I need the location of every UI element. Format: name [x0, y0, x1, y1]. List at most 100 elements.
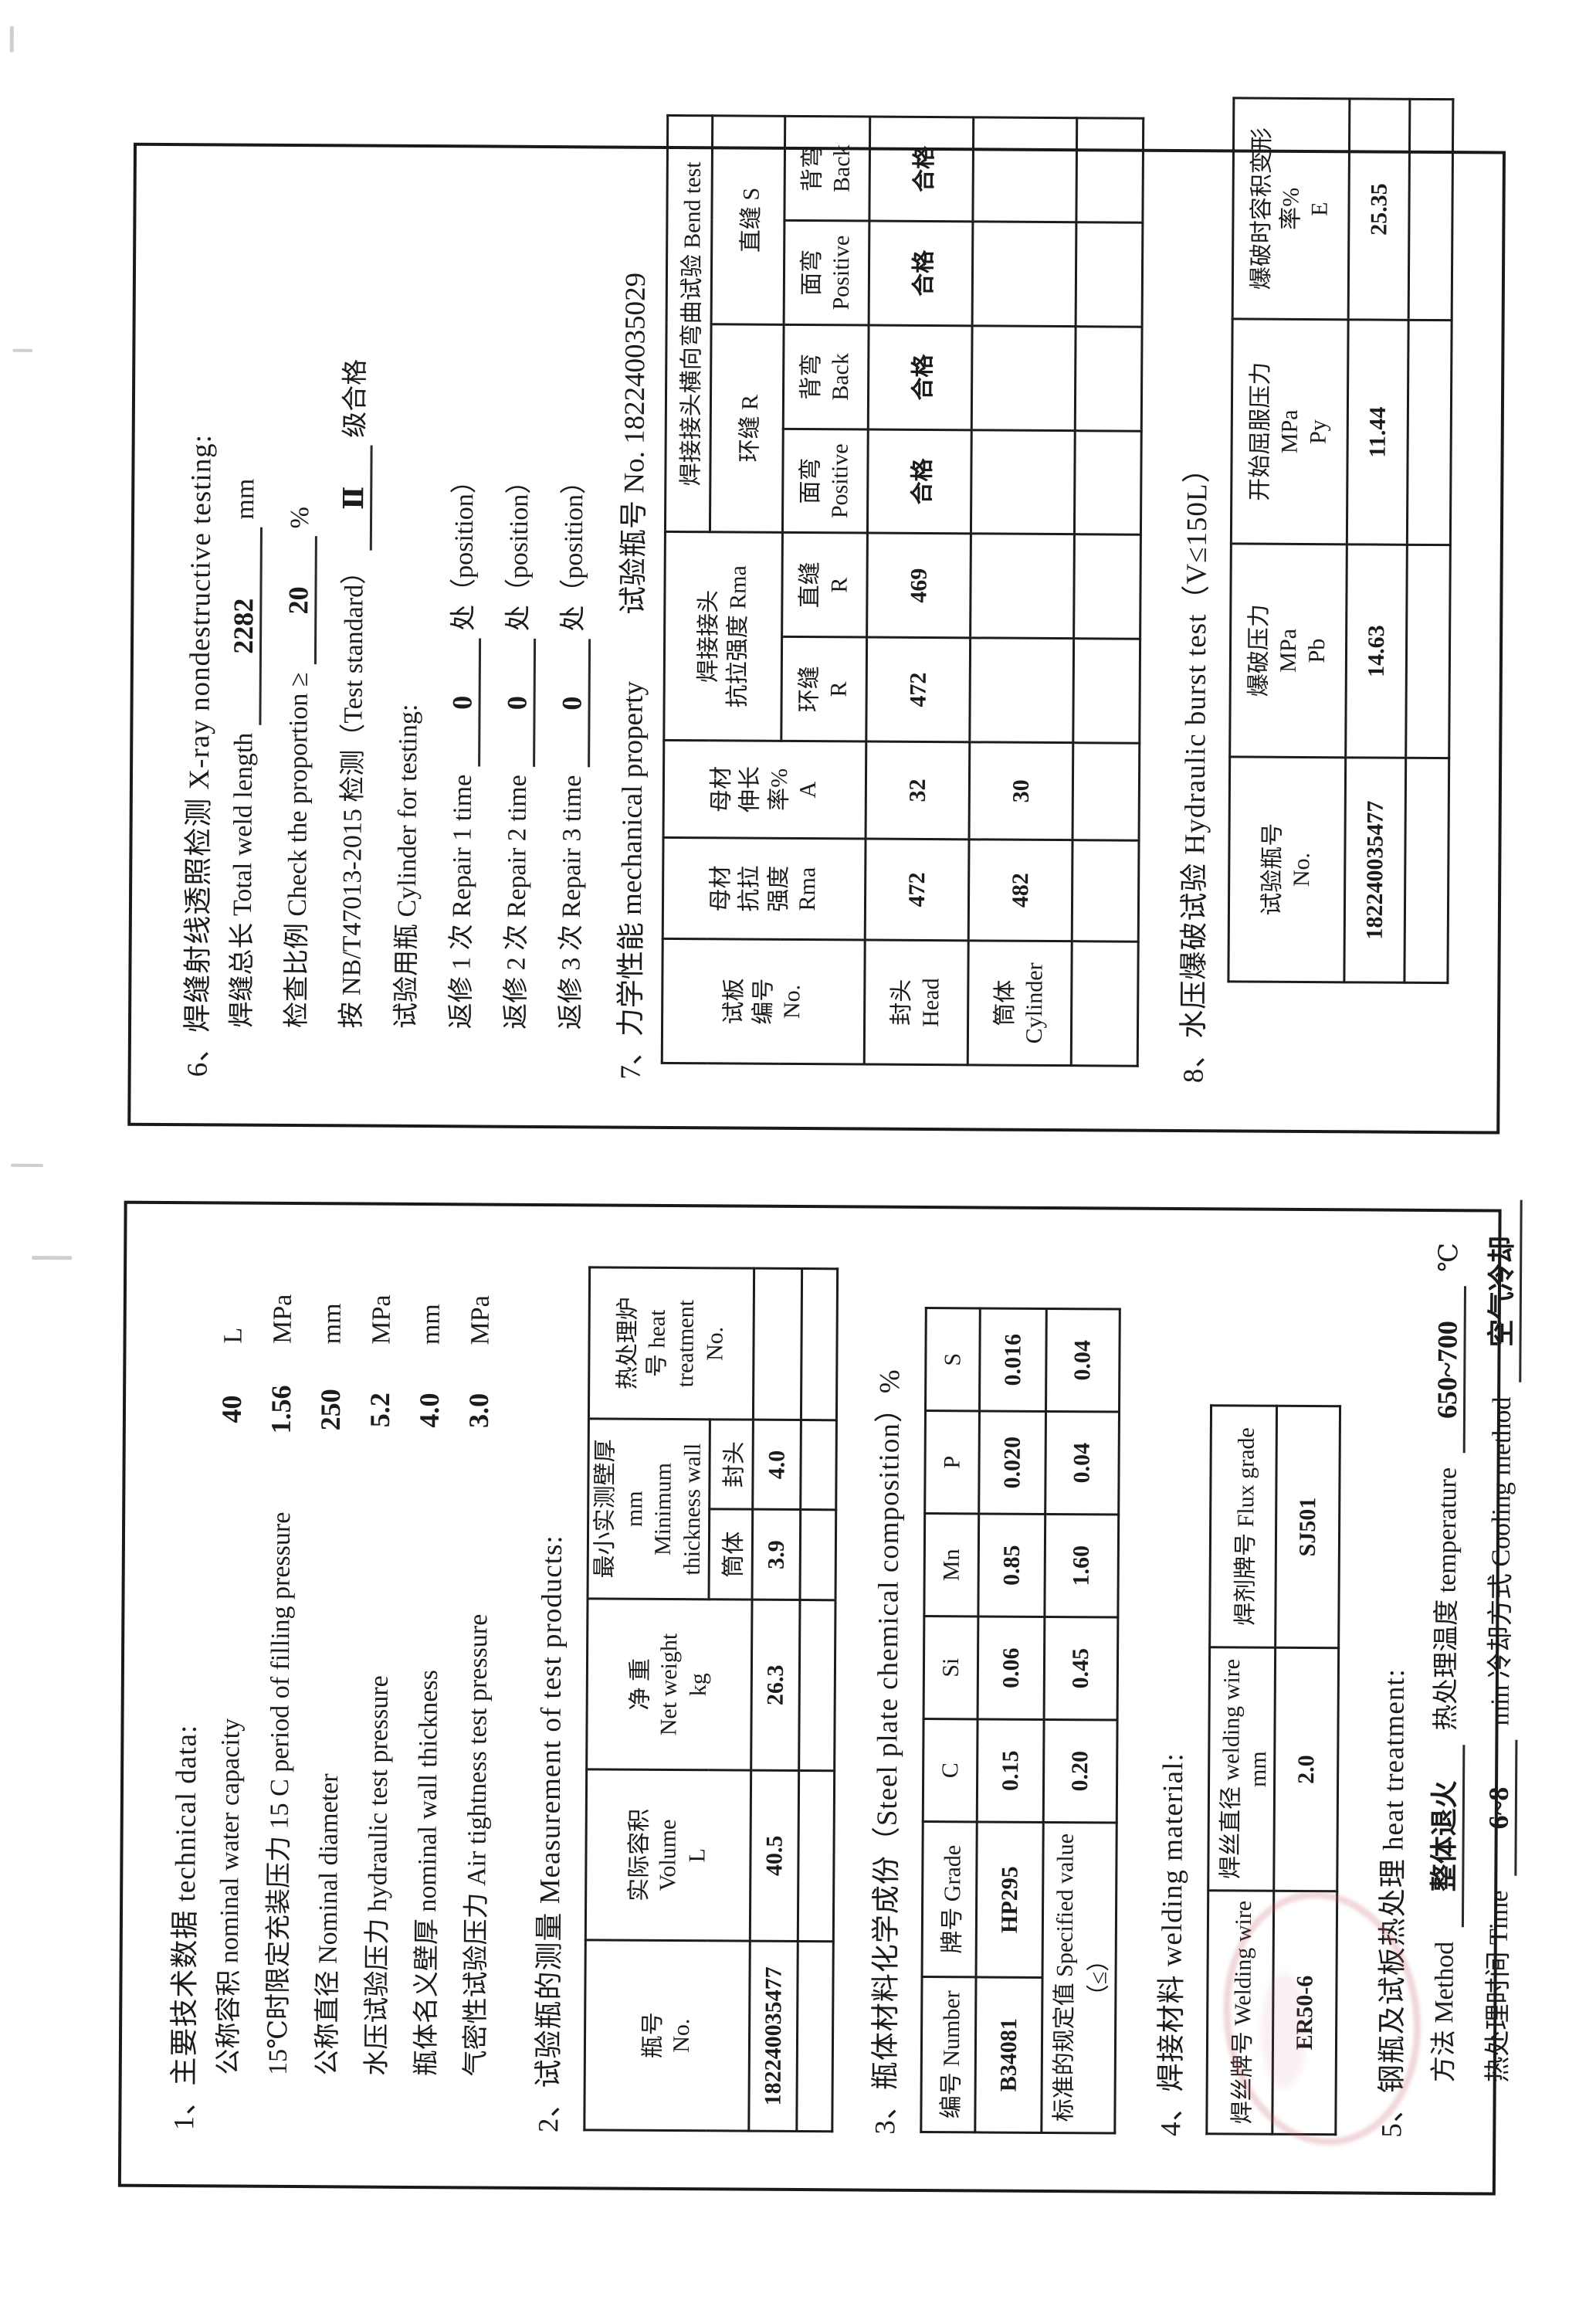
line-label: 公称直径 Nominal diameter: [313, 1773, 344, 2076]
report-box-sections-6-8: 6、焊缝射线透照检测 X-ray nondestructive testing:…: [127, 97, 1506, 1135]
line-unit: MPa: [268, 1294, 297, 1345]
header-C: C: [923, 1718, 978, 1822]
temperature-value: 650~700: [1430, 1286, 1467, 1454]
specified-value-label: 标准的规定值 Specified value（≤）: [1041, 1822, 1117, 2134]
line-label: 返修 1 次 Repair 1 time: [447, 774, 478, 1030]
cell: 合格: [869, 117, 974, 222]
section8-title: 8、水压爆破试验 Hydraulic burst test（V≤150L）: [1178, 453, 1214, 1084]
header-bend-straight-seam: 直缝 S: [711, 115, 785, 325]
tech-data-line: 瓶体名义壁厚 nominal wall thickness 4.0 mm: [404, 1252, 459, 2132]
header-S: S: [925, 1308, 981, 1411]
cell: 0.15: [977, 1718, 1045, 1823]
header-volume: 实际容积 Volume L: [585, 1769, 751, 1942]
line-unit: L: [219, 1327, 248, 1344]
heat-treatment-line1: 方法 Method 整体退火 热处理温度 temperature 650~700…: [1420, 1243, 1469, 2138]
cell: 0.020: [978, 1410, 1046, 1515]
repair2-value: 0: [500, 639, 537, 768]
xray-line: 焊缝总长 Total weld length 2282 mm: [220, 177, 280, 1077]
line-unit: 处（position）: [449, 467, 479, 631]
cell: [801, 1268, 838, 1420]
cell: [969, 638, 1074, 743]
cell: [796, 1941, 834, 2132]
cell: 26.3: [751, 1600, 801, 1771]
header-face-bend: 面弯 Positive: [782, 428, 869, 534]
repair-line: 返修 3 次 Repair 3 time 0 处（position）: [549, 179, 609, 1079]
header-burst-pressure: 爆破压力 MPa Pb: [1229, 543, 1347, 758]
cell: 11.44: [1347, 319, 1409, 545]
header-Si: Si: [923, 1616, 978, 1719]
chemical-composition-table: 编号 Number 牌号 Grade C Si Mn P S B34081 HP…: [920, 1307, 1121, 2135]
head-row: 封头 Head 472 32 472 469 合格 合格 合格 合格: [864, 117, 974, 1065]
line-unit: 处（position）: [504, 467, 534, 632]
grade-value: Ⅱ: [337, 445, 373, 551]
cell: 182240035477: [1344, 757, 1406, 983]
measurement-table: 瓶号 No. 实际容积 Volume L 净 重 Net weight kg 最…: [583, 1266, 839, 2132]
empty-row: [1071, 117, 1144, 1067]
header-min-thickness: 最小实测壁厚 mm Minimum thickness wall: [588, 1418, 710, 1600]
cell: [800, 1420, 837, 1511]
cell: 0.04: [1045, 1411, 1120, 1515]
header-wire-diameter: 焊丝直径 welding wire mm: [1208, 1647, 1276, 1891]
empty-row: [1404, 99, 1453, 983]
composition-row: B34081 HP295 0.15 0.06 0.85 0.020 0.016: [974, 1308, 1047, 2133]
cell: [1404, 758, 1449, 983]
cell: 182240035477: [748, 1941, 798, 2132]
cell: 0.06: [978, 1616, 1045, 1720]
header-test-bottle-no: 试验瓶号 No.: [1228, 756, 1346, 982]
header-back-bend: 背弯 Back: [783, 324, 869, 429]
mechanical-property-table: 试板 编号 No. 母材 抗拉 强度 Rma 母材 伸长 率% A 焊接接头 抗…: [661, 114, 1145, 1067]
cell: [1076, 222, 1143, 327]
cell: [1405, 544, 1451, 758]
cell: [798, 1770, 835, 1942]
header-flux-grade: 焊剂牌号 Flux grade: [1209, 1405, 1277, 1648]
header-ring-R: 环缝 R: [781, 636, 867, 742]
xray-line: 按 NB/T47013-2015 检测（Test standard） Ⅱ 级合格: [330, 178, 390, 1077]
cell: [971, 429, 1076, 535]
section4-title: 4、焊接材料 welding material:: [1155, 1752, 1190, 2137]
cell: [800, 1510, 836, 1600]
cell: 1.60: [1044, 1514, 1119, 1618]
repair3-value: 0: [555, 639, 591, 768]
text-part: ℃: [1435, 1242, 1464, 1273]
cell: [972, 117, 1077, 222]
tech-data-line: 公称容积 nominal water capacity 40 L: [206, 1250, 261, 2130]
heat-treatment-line2: 热处理时间 Time 6~8 min 冷却方式 Cooling method 空…: [1474, 1199, 1523, 2138]
line-unit: %: [285, 507, 315, 529]
header-heat-no: 热处理炉 号 heat treatment No.: [588, 1267, 754, 1420]
header-grade: 牌号 Grade: [922, 1821, 978, 1977]
cell: [1072, 840, 1140, 942]
cell: 25.35: [1348, 98, 1410, 321]
cell: 0.45: [1044, 1616, 1118, 1721]
cell: [1072, 638, 1140, 744]
cell: 2.0: [1273, 1647, 1339, 1891]
header-number: 编号 Number: [920, 1976, 977, 2132]
tech-data-line: 公称直径 Nominal diameter 250 mm: [305, 1251, 360, 2131]
repair-line: 返修 1 次 Repair 1 time 0 处（position）: [439, 178, 500, 1078]
cooling-method-value: 空气冷却: [1479, 1199, 1523, 1383]
cell: 472: [866, 637, 971, 742]
weld-length-value: 2282: [226, 527, 263, 725]
line-unit: MPa: [367, 1294, 396, 1345]
cell: [1074, 430, 1142, 535]
text-part: 热处理温度 temperature: [1432, 1467, 1462, 1731]
cell: [1072, 742, 1140, 841]
section7-title: 7、力学性能 mechanical property 试验瓶号 No. 1822…: [607, 180, 654, 1080]
line-value: 5.2: [364, 1393, 396, 1428]
cell: 32: [866, 741, 970, 840]
burst-test-row: 182240035477 14.63 11.44 25.35: [1344, 98, 1410, 983]
header-base-tensile: 母材 抗拉 强度 Rma: [662, 837, 866, 941]
cell: SJ501: [1275, 1406, 1340, 1648]
line-label: 返修 2 次 Repair 2 time: [502, 775, 533, 1030]
line-value: 250: [314, 1389, 347, 1431]
cell: [1408, 99, 1453, 321]
cell: HP295: [976, 1821, 1044, 1978]
line-label: 返修 3 次 Repair 3 time: [557, 775, 588, 1030]
burst-test-table: 试验瓶号 No. 爆破压力 MPa Pb 开始屈服压力 MPa Py 爆破时容积…: [1227, 97, 1454, 984]
tech-data-line: 水压试验压力 hydraulic test pressure 5.2 MPa: [354, 1252, 409, 2132]
cell: [1075, 326, 1143, 431]
cell: [753, 1268, 802, 1420]
line-unit: mm: [416, 1304, 446, 1345]
line-label: 焊缝总长 Total weld length: [228, 732, 259, 1028]
